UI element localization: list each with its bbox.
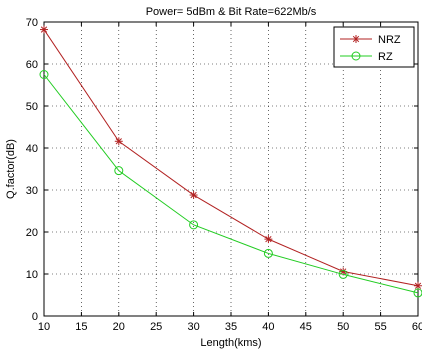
series-layer (39, 25, 422, 298)
x-tick-label: 15 (75, 321, 87, 333)
chart-title: Power= 5dBm & Bit Rate=622Mb/s (146, 6, 317, 18)
x-tick-label: 10 (38, 321, 50, 333)
x-axis-title: Length(kms) (200, 337, 261, 349)
y-tick-label: 50 (26, 101, 38, 113)
y-axis: 0 10 20 30 40 50 60 70 (26, 17, 418, 323)
legend-label-nrz: NRZ (378, 34, 401, 46)
x-tick-label: 30 (187, 321, 199, 333)
legend-marker-nrz (352, 35, 360, 43)
data-point-rz (413, 288, 422, 298)
series-line-nrz (43, 29, 419, 287)
x-tick-label: 35 (225, 321, 237, 333)
series-line-rz (43, 74, 419, 294)
data-point-rz (263, 248, 273, 258)
data-point-nrz (189, 191, 198, 200)
y-tick-label: 60 (26, 59, 38, 71)
x-axis: 10 15 20 25 30 35 40 45 50 55 60 (38, 22, 422, 333)
y-tick-label: 40 (26, 143, 38, 155)
data-point-rz (338, 269, 348, 279)
data-point-rz (114, 166, 124, 176)
data-point-nrz (264, 235, 273, 244)
data-point-rz (39, 70, 49, 79)
y-tick-label: 70 (26, 17, 38, 29)
x-tick-label: 60 (412, 321, 422, 333)
data-point-nrz (114, 137, 123, 146)
x-tick-label: 50 (337, 321, 349, 333)
legend-marker-shape (351, 51, 361, 61)
x-tick-label: 20 (113, 321, 125, 333)
y-tick-label: 20 (26, 227, 38, 239)
data-point-rz (189, 220, 199, 230)
data-point-nrz (40, 25, 48, 34)
x-tick-label: 45 (300, 321, 312, 333)
y-tick-label: 30 (26, 185, 38, 197)
legend-marker-rz (351, 51, 361, 61)
y-tick-label: 0 (32, 311, 38, 323)
x-tick-label: 40 (262, 321, 274, 333)
legend-marker-shape (352, 35, 360, 43)
y-tick-label: 10 (26, 269, 38, 281)
x-tick-label: 25 (150, 321, 162, 333)
y-axis-title: Q.factor(dB) (5, 139, 17, 199)
legend-box (333, 26, 415, 68)
legend-label-rz: RZ (378, 51, 393, 63)
grid-lines (44, 22, 418, 316)
legend: NRZ RZ (333, 26, 415, 68)
x-tick-label: 55 (374, 321, 386, 333)
